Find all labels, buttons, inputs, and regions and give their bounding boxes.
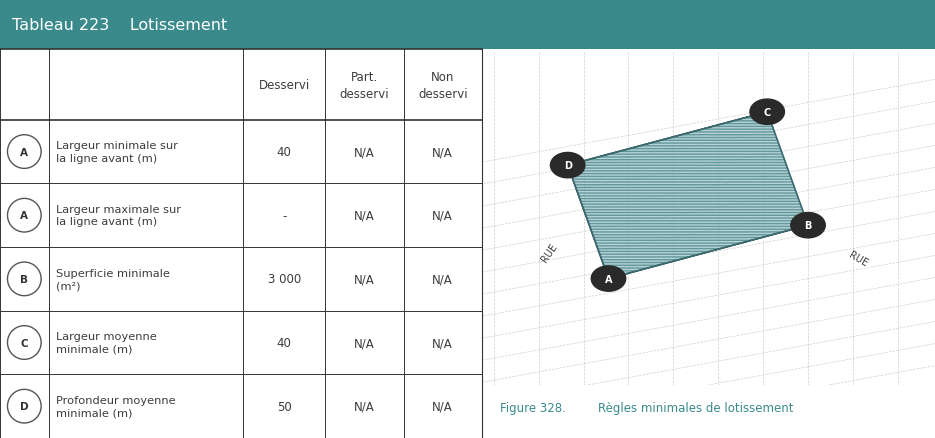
Circle shape <box>591 266 626 292</box>
Ellipse shape <box>7 135 41 169</box>
Text: Part.
desservi: Part. desservi <box>339 71 390 100</box>
Text: 50: 50 <box>277 400 292 413</box>
Text: 3 000: 3 000 <box>267 273 301 286</box>
Text: A: A <box>21 211 28 221</box>
Polygon shape <box>568 113 808 279</box>
Text: -: - <box>282 209 286 222</box>
Text: N/A: N/A <box>354 336 375 349</box>
Ellipse shape <box>7 389 41 423</box>
Text: N/A: N/A <box>354 209 375 222</box>
Text: Largeur moyenne
minimale (m): Largeur moyenne minimale (m) <box>56 332 157 354</box>
Text: RUE: RUE <box>847 250 870 268</box>
Text: Figure 328.: Figure 328. <box>500 401 566 414</box>
Text: D: D <box>564 161 571 171</box>
Text: Règles minimales de lotissement: Règles minimales de lotissement <box>598 401 794 414</box>
Text: N/A: N/A <box>432 209 453 222</box>
Ellipse shape <box>7 326 41 360</box>
Text: Tableau 223    Lotissement: Tableau 223 Lotissement <box>12 18 227 33</box>
Text: Profondeur moyenne
minimale (m): Profondeur moyenne minimale (m) <box>56 395 176 417</box>
Ellipse shape <box>7 199 41 233</box>
Text: B: B <box>21 274 28 284</box>
Text: N/A: N/A <box>354 400 375 413</box>
Circle shape <box>750 100 784 125</box>
Text: Superficie minimale
(m²): Superficie minimale (m²) <box>56 268 170 290</box>
Bar <box>0 0 935 50</box>
Text: B: B <box>804 221 812 231</box>
Text: D: D <box>20 401 29 411</box>
Text: N/A: N/A <box>432 336 453 349</box>
Text: 40: 40 <box>277 336 292 349</box>
Text: A: A <box>605 274 612 284</box>
Circle shape <box>551 153 585 178</box>
Text: N/A: N/A <box>432 400 453 413</box>
Text: 40: 40 <box>277 146 292 159</box>
Text: N/A: N/A <box>354 146 375 159</box>
Text: N/A: N/A <box>432 146 453 159</box>
Text: Largeur minimale sur
la ligne avant (m): Largeur minimale sur la ligne avant (m) <box>56 141 178 163</box>
Ellipse shape <box>7 262 41 296</box>
Text: RUE: RUE <box>539 241 559 263</box>
Text: A: A <box>21 147 28 157</box>
Text: N/A: N/A <box>432 273 453 286</box>
Text: Non
desservi: Non desservi <box>418 71 468 100</box>
Text: Desservi: Desservi <box>259 79 309 92</box>
Circle shape <box>791 213 826 238</box>
Text: C: C <box>21 338 28 348</box>
Text: N/A: N/A <box>354 273 375 286</box>
Text: C: C <box>764 107 770 117</box>
Text: Largeur maximale sur
la ligne avant (m): Largeur maximale sur la ligne avant (m) <box>56 205 181 227</box>
